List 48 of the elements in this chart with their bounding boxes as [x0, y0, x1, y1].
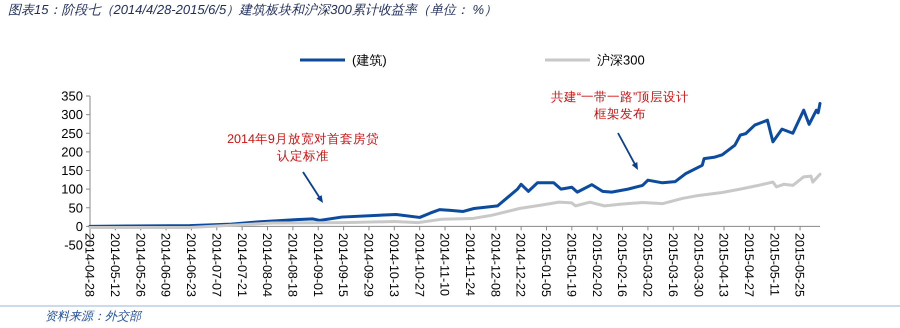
- annotation: 框架发布: [594, 107, 646, 121]
- annotation: 认定标准: [277, 149, 329, 163]
- y-tick-label: 250: [61, 126, 83, 141]
- x-tick-label: 2014-11-24: [463, 233, 478, 296]
- x-tick-label: 2014-06-23: [184, 233, 198, 297]
- x-tick-label: 2014-10-13: [386, 233, 401, 297]
- x-tick-label: 2015-05-25: [792, 233, 807, 297]
- legend-label: 沪深300: [597, 52, 645, 68]
- y-tick-label: 150: [61, 163, 83, 178]
- x-tick-label: 2014-10-27: [412, 233, 426, 297]
- x-tick-label: 2014-11-10: [438, 233, 452, 296]
- x-tick-label: 2014-07-21: [234, 233, 249, 297]
- x-tick-label: 2015-01-05: [539, 233, 554, 297]
- chart-title: 图表15：阶段七（2014/4/28-2015/6/5）建筑板块和沪深300累计收益率（单位： %）: [8, 2, 498, 17]
- x-tick-label: 2015-04-27: [742, 233, 756, 297]
- x-tick-label: 2015-03-02: [640, 233, 655, 297]
- annotation: 2014年9月放宽对首套房贷: [227, 131, 379, 146]
- y-tick-label: 200: [61, 144, 83, 160]
- y-tick-label: 100: [61, 182, 83, 197]
- x-tick-label: 2014-07-07: [209, 233, 224, 297]
- x-tick-label: 2015-02-16: [615, 233, 630, 297]
- y-tick-label: 0: [76, 218, 83, 234]
- x-tick-label: 2014-08-18: [286, 233, 300, 297]
- x-tick-label: 2014-05-26: [133, 233, 148, 297]
- x-tick-label: 2014-12-08: [488, 233, 502, 297]
- x-tick-label: 2015-05-11: [767, 233, 782, 296]
- x-tick-label: 2014-09-15: [336, 233, 350, 297]
- x-tick-label: 2015-02-02: [590, 233, 604, 297]
- y-tick-label: 350: [61, 88, 83, 104]
- x-tick-label: 2014-05-12: [108, 233, 122, 297]
- x-tick-label: 2015-01-19: [564, 233, 578, 297]
- x-tick-label: 2014-08-04: [260, 233, 274, 297]
- x-tick-label: 2015-04-13: [716, 233, 731, 297]
- line-series: [88, 172, 822, 229]
- x-tick-label: 2014-12-22: [514, 233, 528, 297]
- y-tick-label: 300: [61, 107, 83, 122]
- x-tick-label: 2014-04-28: [82, 233, 97, 297]
- y-tick-label: 50: [68, 200, 83, 216]
- annotation: 共建“一带一路”顶层设计: [550, 90, 690, 104]
- x-tick-label: 2015-03-16: [666, 233, 680, 297]
- text: 资料来源：外交部: [45, 309, 143, 323]
- line-series: [88, 102, 822, 228]
- x-tick-label: 2014-09-29: [362, 233, 376, 297]
- x-tick-label: 2014-09-01: [310, 233, 325, 297]
- y-tick-label: -50: [64, 238, 83, 253]
- x-tick-label: 2014-06-09: [158, 233, 173, 297]
- x-tick-label: 2015-03-30: [691, 233, 706, 297]
- legend-label: (建筑): [352, 52, 387, 68]
